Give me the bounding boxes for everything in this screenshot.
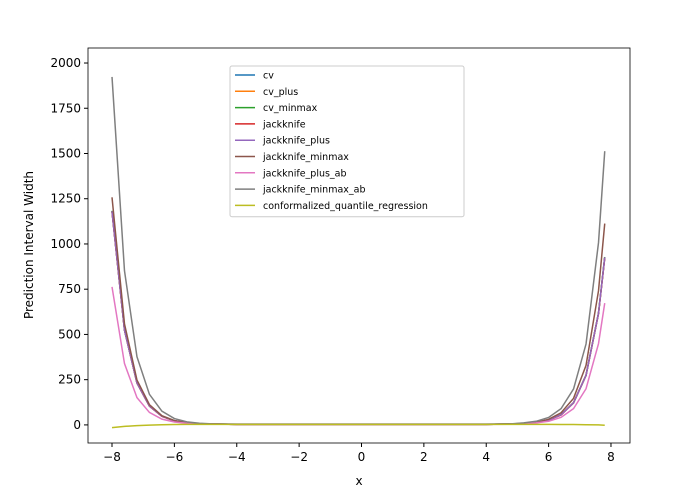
- series-line: [111, 210, 606, 426]
- x-tick-label: 2: [420, 450, 428, 464]
- series-line: [111, 197, 606, 426]
- legend: cv cv_plus cv_minmax jackknife jackknife_plu…: [229, 65, 465, 218]
- y-tick-label: 250: [58, 373, 81, 387]
- y-tick-label: 1500: [50, 146, 81, 160]
- y-tick-label: 1250: [50, 192, 81, 206]
- y-tick-label: 750: [58, 282, 81, 296]
- x-tick-label: −6: [166, 450, 184, 464]
- x-tick-label: 6: [545, 450, 553, 464]
- legend-label: jackknife: [262, 119, 306, 130]
- legend-label: jackknife_minmax: [262, 152, 349, 163]
- plot-frame: [87, 47, 631, 444]
- x-tick-label: 0: [358, 450, 366, 464]
- legend-label: jackknife_minmax_ab: [262, 185, 366, 196]
- x-tick-label: −4: [228, 450, 246, 464]
- y-axis-label: Prediction Interval Width: [22, 171, 36, 319]
- legend-label: cv_minmax: [263, 103, 318, 114]
- series-line: [111, 210, 606, 426]
- y-tick-label: 1000: [50, 237, 81, 251]
- series-line: [111, 211, 606, 425]
- y-tick-label: 2000: [50, 56, 81, 70]
- y-tick-label: 0: [73, 418, 81, 432]
- legend-label: jackknife_plus_ab: [262, 168, 347, 179]
- series-line: [111, 423, 605, 429]
- legend-label: cv: [263, 71, 274, 82]
- legend-label: jackknife_plus: [262, 136, 330, 147]
- legend-label: cv_plus: [263, 87, 298, 98]
- x-tick-label: 4: [482, 450, 490, 464]
- series-line: [111, 211, 606, 426]
- legend-box: [229, 65, 465, 218]
- x-tick-label: −2: [290, 450, 308, 464]
- series-line: [111, 286, 606, 426]
- x-tick-label: −8: [103, 450, 121, 464]
- y-tick-label: 500: [58, 327, 81, 341]
- series-line: [111, 211, 606, 426]
- y-tick-label: 1750: [50, 101, 81, 115]
- x-tick-label: 8: [607, 450, 615, 464]
- legend-label: conformalized_quantile_regression: [263, 201, 428, 212]
- x-axis-label: x: [355, 474, 362, 488]
